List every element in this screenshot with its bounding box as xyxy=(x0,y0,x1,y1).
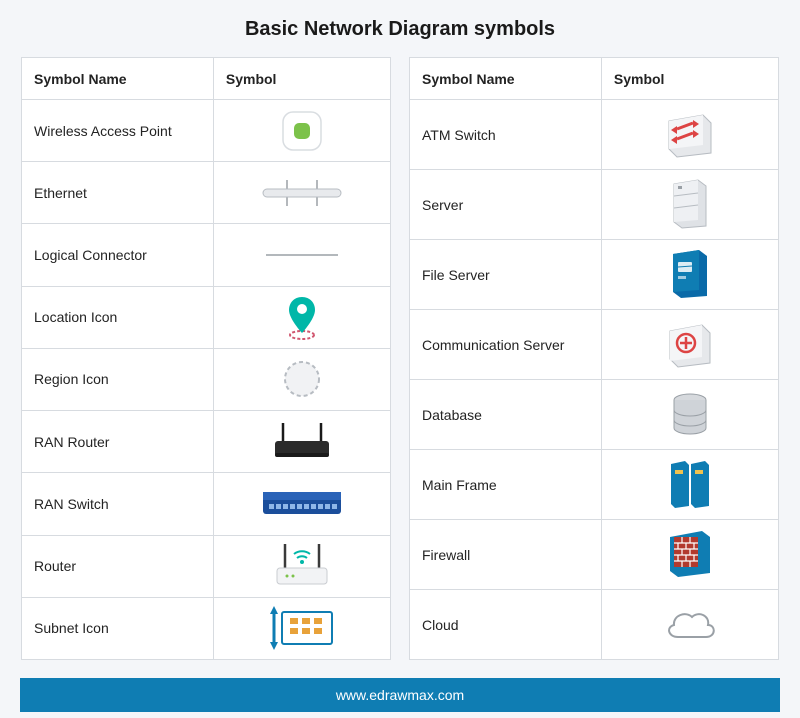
table-row: ATM Switch xyxy=(410,100,779,170)
ran-switch-icon xyxy=(226,478,378,530)
table-row: RAN Router xyxy=(22,411,391,473)
left-th-symbol: Symbol xyxy=(213,58,390,100)
subnet-icon xyxy=(226,602,378,654)
symbol-name: Server xyxy=(410,170,602,240)
router-icon xyxy=(226,539,378,591)
page-title: Basic Network Diagram symbols xyxy=(20,18,780,41)
symbol-name: Main Frame xyxy=(410,450,602,520)
symbol-name: Router xyxy=(22,535,214,597)
table-row: Router xyxy=(22,535,391,597)
table-row: Cloud xyxy=(410,590,779,660)
symbol-name: Database xyxy=(410,380,602,450)
symbol-name: Wireless Access Point xyxy=(22,100,214,162)
table-row: Database xyxy=(410,380,779,450)
symbol-name: RAN Router xyxy=(22,411,214,473)
ethernet-icon xyxy=(226,167,378,219)
mainframe-icon xyxy=(614,457,766,509)
symbol-name: ATM Switch xyxy=(410,100,602,170)
right-th-name: Symbol Name xyxy=(410,58,602,100)
tables-container: Symbol Name Symbol Wireless Access Point… xyxy=(20,57,780,660)
symbol-name: Ethernet xyxy=(22,162,214,224)
symbol-name: Location Icon xyxy=(22,286,214,348)
region-icon xyxy=(226,353,378,405)
table-row: Communication Server xyxy=(410,310,779,380)
symbol-name: Communication Server xyxy=(410,310,602,380)
file-server-icon xyxy=(614,247,766,299)
table-row: Logical Connector xyxy=(22,224,391,286)
symbol-name: Logical Connector xyxy=(22,224,214,286)
cloud-icon xyxy=(614,599,766,651)
ran-router-icon xyxy=(226,416,378,468)
server-icon xyxy=(614,177,766,229)
symbol-name: Cloud xyxy=(410,590,602,660)
table-row: RAN Switch xyxy=(22,473,391,535)
table-row: Subnet Icon xyxy=(22,597,391,659)
left-th-name: Symbol Name xyxy=(22,58,214,100)
location-icon xyxy=(226,291,378,343)
table-row: Main Frame xyxy=(410,450,779,520)
table-row: File Server xyxy=(410,240,779,310)
symbol-name: Firewall xyxy=(410,520,602,590)
left-table: Symbol Name Symbol Wireless Access Point… xyxy=(21,57,391,660)
table-row: Firewall xyxy=(410,520,779,590)
footer-text: www.edrawmax.com xyxy=(336,687,464,703)
database-icon xyxy=(614,388,766,440)
table-row: Server xyxy=(410,170,779,240)
footer-bar: www.edrawmax.com xyxy=(20,678,780,712)
logical-connector-icon xyxy=(226,229,378,281)
symbol-name: Subnet Icon xyxy=(22,597,214,659)
right-table: Symbol Name Symbol ATM Switch xyxy=(409,57,779,660)
comm-server-icon xyxy=(614,318,766,370)
table-row: Location Icon xyxy=(22,286,391,348)
page: Basic Network Diagram symbols Symbol Nam… xyxy=(0,0,800,718)
table-row: Region Icon xyxy=(22,348,391,410)
table-row: Wireless Access Point xyxy=(22,100,391,162)
firewall-icon xyxy=(614,527,766,579)
table-row: Ethernet xyxy=(22,162,391,224)
symbol-name: Region Icon xyxy=(22,348,214,410)
symbol-name: File Server xyxy=(410,240,602,310)
right-th-symbol: Symbol xyxy=(601,58,778,100)
atm-switch-icon xyxy=(614,108,766,160)
wap-icon xyxy=(226,105,378,157)
symbol-name: RAN Switch xyxy=(22,473,214,535)
